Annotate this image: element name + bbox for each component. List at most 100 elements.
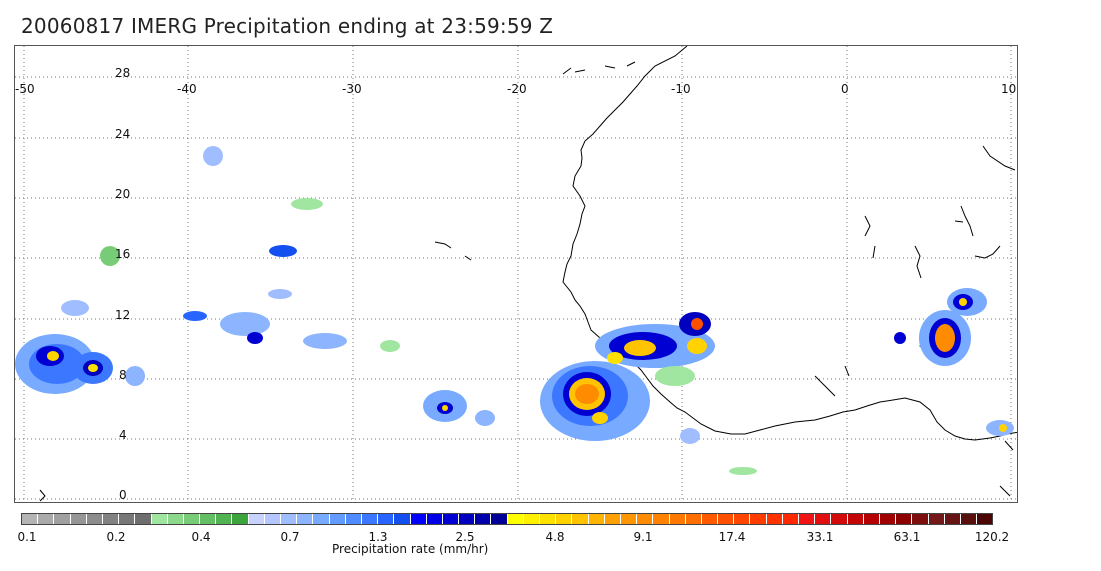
precipitation-map: -50 -40 -30 -20 -10 0 10 28 24 20 16 12 … xyxy=(14,45,1018,503)
lat-tick: 0 xyxy=(119,488,127,502)
colorbar-tick-label: 17.4 xyxy=(718,530,746,544)
colorbar-swatch xyxy=(394,514,411,524)
rain-cell xyxy=(959,298,967,306)
colorbar-swatch xyxy=(264,514,281,524)
rain-cell xyxy=(380,340,400,352)
colorbar-swatch xyxy=(200,514,217,524)
colorbar-swatch xyxy=(167,514,184,524)
rain-cell xyxy=(125,366,145,386)
rain-cell xyxy=(268,289,292,299)
colorbar-swatch xyxy=(38,514,55,524)
rain-cell xyxy=(442,405,448,411)
rain-cell xyxy=(680,428,700,444)
colorbar-swatch xyxy=(183,514,201,524)
colorbar-tick-label: 9.1 xyxy=(633,530,653,544)
colorbar-swatch xyxy=(410,514,427,524)
colorbar-swatch xyxy=(361,514,379,524)
colorbar-swatch xyxy=(977,514,993,524)
colorbar-tick-label: 0.4 xyxy=(191,530,211,544)
colorbar-swatch xyxy=(459,514,476,524)
colorbar-swatch xyxy=(750,514,767,524)
colorbar-swatch xyxy=(151,514,168,524)
precipitation-colorbar xyxy=(21,513,993,525)
rain-cell xyxy=(247,332,263,344)
colorbar-swatch xyxy=(701,514,719,524)
colorbar-swatch xyxy=(329,514,346,524)
colorbar-swatch xyxy=(54,514,71,524)
lon-tick: -50 xyxy=(15,82,35,96)
rain-cell xyxy=(269,245,297,257)
colorbar-swatch xyxy=(70,514,87,524)
lat-tick: 4 xyxy=(119,428,127,442)
lat-tick: 28 xyxy=(115,66,131,80)
colorbar-swatch xyxy=(879,514,897,524)
colorbar-swatch xyxy=(718,514,735,524)
rain-cell xyxy=(935,324,955,352)
colorbar-tick-label: 63.1 xyxy=(893,530,921,544)
lon-tick: -40 xyxy=(177,82,197,96)
lat-tick: 16 xyxy=(115,247,131,261)
colorbar-swatch xyxy=(345,514,362,524)
map-canvas xyxy=(15,46,1017,502)
rain-cell xyxy=(691,318,703,330)
colorbar-swatch xyxy=(863,514,880,524)
colorbar-swatch xyxy=(653,514,670,524)
colorbar-swatch xyxy=(297,514,314,524)
colorbar-swatch xyxy=(782,514,799,524)
lat-tick: 20 xyxy=(115,187,131,201)
colorbar-swatch xyxy=(523,514,540,524)
colorbar-swatch xyxy=(896,514,913,524)
map-grid xyxy=(15,46,1017,502)
rain-cell xyxy=(88,364,98,372)
colorbar-swatch xyxy=(540,514,557,524)
colorbar-swatch xyxy=(491,514,508,524)
colorbar-tick-label: 4.8 xyxy=(545,530,565,544)
colorbar-swatch xyxy=(313,514,330,524)
rain-cell xyxy=(687,338,707,354)
colorbar-swatch xyxy=(281,514,298,524)
rain-cell xyxy=(100,246,120,266)
colorbar-swatch xyxy=(556,514,573,524)
rain-cell xyxy=(291,198,323,210)
lon-tick: 10 xyxy=(1001,82,1017,96)
rain-cell xyxy=(203,146,223,166)
colorbar-swatch xyxy=(572,514,589,524)
colorbar-swatch xyxy=(799,514,816,524)
colorbar-swatch xyxy=(248,514,265,524)
lat-tick: 12 xyxy=(115,308,131,322)
rain-cell xyxy=(183,311,207,321)
rain-cell xyxy=(894,332,906,344)
colorbar-tick-label: 0.2 xyxy=(106,530,126,544)
colorbar-tick-label: 0.1 xyxy=(17,530,37,544)
lat-tick: 24 xyxy=(115,127,131,141)
rain-cell xyxy=(47,351,59,361)
colorbar-swatch xyxy=(135,514,152,524)
lat-tick: 8 xyxy=(119,368,127,382)
colorbar-swatch xyxy=(637,514,654,524)
colorbar-swatch xyxy=(831,514,848,524)
colorbar-swatch xyxy=(216,514,233,524)
rain-cell xyxy=(729,467,757,475)
rain-cell xyxy=(999,424,1007,432)
colorbar-swatch xyxy=(620,514,638,524)
rain-cell xyxy=(475,410,495,426)
colorbar-swatch xyxy=(588,514,605,524)
colorbar-swatch xyxy=(960,514,978,524)
lon-tick: -30 xyxy=(342,82,362,96)
lon-tick: -10 xyxy=(671,82,691,96)
colorbar-swatch xyxy=(928,514,945,524)
rain-cell xyxy=(220,312,270,336)
colorbar-tick-label: 1.3 xyxy=(368,530,388,544)
colorbar-title: Precipitation rate (mm/hr) xyxy=(332,542,489,556)
rain-cell xyxy=(607,352,623,364)
colorbar-swatch xyxy=(912,514,929,524)
colorbar-swatch xyxy=(734,514,751,524)
colorbar-swatch xyxy=(944,514,961,524)
rain-cell xyxy=(592,412,608,424)
precipitation-field xyxy=(15,146,1014,475)
colorbar-swatch xyxy=(847,514,864,524)
colorbar-swatch xyxy=(232,514,249,524)
rain-cell xyxy=(61,300,89,316)
colorbar-swatch xyxy=(815,514,832,524)
colorbar-swatch xyxy=(507,514,524,524)
